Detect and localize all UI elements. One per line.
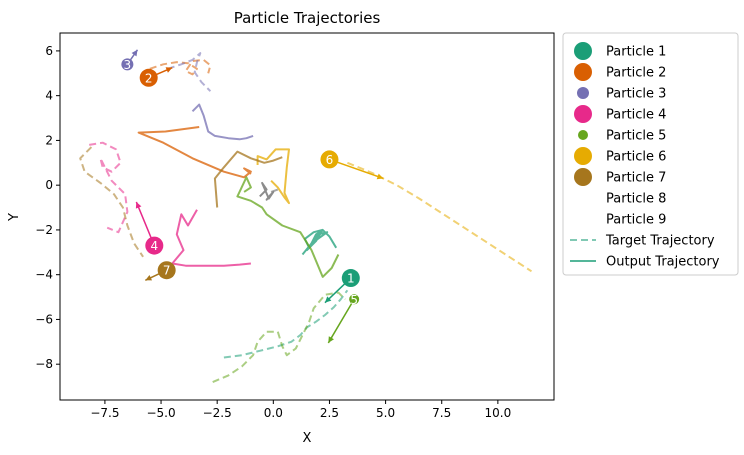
legend-entry-label: Particle 2	[606, 66, 666, 81]
velocity-arrowhead	[145, 275, 153, 281]
output-trajectory-line	[191, 103, 254, 141]
velocity-arrowhead	[165, 67, 173, 73]
x-axis-label: X	[303, 431, 312, 446]
particle-number-label: 7	[163, 264, 171, 278]
legend-entry-label: Particle 6	[606, 150, 666, 165]
velocity-arrowhead	[376, 173, 384, 180]
x-tick-label: 2.5	[320, 406, 339, 420]
legend-entry-label: Particle 3	[606, 87, 666, 102]
particle-number-label: 4	[150, 239, 158, 253]
legend-marker	[574, 105, 592, 123]
y-axis-label: Y	[7, 213, 22, 222]
velocity-arrowhead	[324, 296, 332, 303]
y-tick-label: −6	[35, 312, 53, 326]
output-trajectory-line	[270, 188, 279, 193]
y-tick-label: −4	[35, 268, 53, 282]
target-trajectory-line	[89, 141, 129, 234]
velocity-arrow	[327, 298, 355, 344]
legend-entry-label: Target Trajectory	[605, 234, 715, 249]
particle-marker	[320, 150, 339, 169]
chart-title: Particle Trajectories	[234, 9, 381, 27]
y-tick-label: 0	[45, 178, 53, 192]
legend-entry-label: Particle 7	[606, 171, 666, 186]
particle-number-label: 2	[145, 71, 153, 85]
legend-marker	[574, 147, 592, 165]
velocity-arrowhead	[131, 49, 138, 57]
target-trajectory-line	[347, 161, 533, 273]
legend-entry-label: Particle 4	[606, 108, 666, 123]
x-tick-label: −5.0	[146, 406, 175, 420]
y-tick-label: −8	[35, 357, 53, 371]
particle-marker	[341, 269, 360, 288]
x-tick-label: 0.0	[264, 406, 283, 420]
y-tick-label: 4	[45, 89, 53, 103]
legend-entry-label: Output Trajectory	[606, 255, 720, 270]
y-tick-label: 6	[45, 44, 53, 58]
output-trajectory-line	[236, 176, 340, 278]
output-trajectory-line	[137, 126, 252, 179]
particle-number-label: 6	[326, 153, 334, 167]
output-trajectory-line	[213, 150, 283, 208]
output-trajectory-line	[171, 209, 251, 267]
particle-marker	[349, 294, 360, 305]
legend-entry-label: Particle 8	[606, 192, 666, 207]
legend-marker	[574, 168, 592, 186]
x-tick-label: −7.5	[90, 406, 119, 420]
legend-entry-label: Particle 5	[606, 129, 666, 144]
axes-frame	[59, 32, 555, 401]
target-trajectory-line	[149, 58, 212, 76]
target-trajectory-line	[79, 146, 144, 258]
output-trajectory-line	[301, 228, 338, 256]
particle-number-label: 5	[350, 293, 358, 307]
x-tick-label: 10.0	[485, 406, 512, 420]
y-tick-label: −2	[35, 223, 53, 237]
legend-entry-label: Particle 1	[606, 45, 666, 60]
target-trajectory-line	[223, 289, 349, 359]
velocity-arrowhead	[135, 201, 142, 209]
target-trajectory-line	[167, 52, 212, 92]
particle-marker	[121, 58, 134, 71]
velocity-arrowhead	[328, 336, 334, 343]
particle-marker	[145, 236, 164, 255]
legend-entry-label: Particle 9	[606, 213, 666, 228]
axis-ticks: −7.5 −5.0 −2.5 0.0 2.5 5.0 7.5 10.0 −8 −6 −4 −2 0 2 4 6	[35, 44, 511, 420]
particle-marker	[139, 68, 158, 87]
x-tick-label: −2.5	[203, 406, 232, 420]
velocity-arrow	[329, 158, 384, 180]
legend-marker	[574, 42, 592, 60]
particle-marker	[157, 261, 176, 280]
x-tick-label: 7.5	[432, 406, 451, 420]
legend-box	[562, 32, 739, 276]
legend: Particle 1 Particle 2 Particle 3 Particle 4…	[562, 32, 739, 276]
particle-number-label: 1	[347, 272, 355, 286]
legend-marker	[574, 63, 592, 81]
output-trajectory-line	[256, 148, 290, 205]
output-trajectory-line	[259, 181, 275, 201]
y-tick-label: 2	[45, 133, 53, 147]
legend-marker	[578, 130, 588, 140]
legend-marker	[577, 87, 589, 99]
x-tick-label: 5.0	[376, 406, 395, 420]
target-trajectory-line	[212, 291, 346, 384]
particle-number-label: 3	[124, 58, 132, 72]
